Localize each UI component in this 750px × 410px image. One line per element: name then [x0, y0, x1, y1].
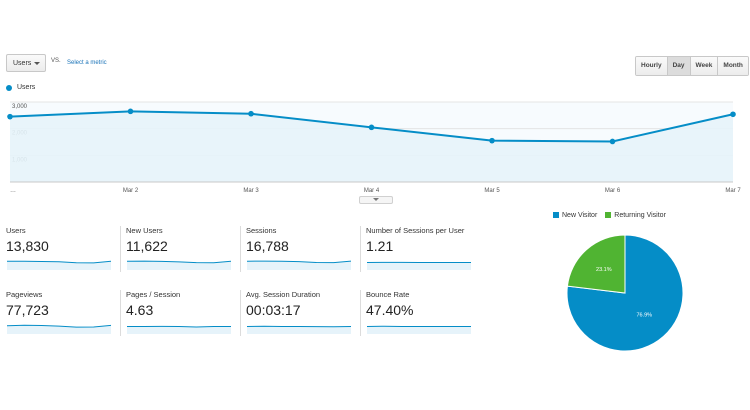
data-point[interactable] — [248, 110, 254, 117]
data-point[interactable] — [7, 113, 13, 120]
metric-tile[interactable]: Sessions 16,788 — [246, 226, 358, 272]
metric-value: 77,723 — [6, 302, 49, 318]
metric-tile[interactable]: New Users 11,622 — [126, 226, 238, 272]
metric-value: 13,830 — [6, 238, 49, 254]
x-tick-label: Mar 2 — [123, 188, 139, 194]
tile-divider — [240, 226, 241, 272]
x-tick-label: Mar 3 — [243, 188, 259, 194]
metric-tile[interactable]: Pageviews 77,723 — [6, 290, 118, 336]
time-range-toggle: Hourly Day Week Month — [635, 56, 749, 76]
tile-divider — [120, 290, 121, 336]
metric-tile[interactable]: Users 13,830 — [6, 226, 118, 272]
data-point[interactable] — [127, 108, 134, 115]
vs-label: VS. — [51, 58, 61, 64]
sparkline-line — [246, 325, 352, 328]
metric-tile[interactable]: Bounce Rate 47.40% — [366, 290, 478, 336]
x-tick-label: Mar 4 — [364, 188, 380, 194]
tile-divider — [120, 226, 121, 272]
metric-value: 16,788 — [246, 238, 289, 254]
users-area — [10, 111, 733, 182]
metric-label: Pages / Session — [126, 290, 181, 299]
metric-select-value: Users — [13, 60, 32, 67]
metric-tile[interactable]: Number of Sessions per User 1.21 — [366, 226, 478, 272]
sparkline-line — [7, 260, 112, 264]
metric-label: Bounce Rate — [366, 290, 410, 299]
metric-value: 4.63 — [126, 302, 154, 318]
legend-dot-icon — [6, 84, 12, 91]
tile-divider — [360, 290, 361, 336]
metric-value: 00:03:17 — [246, 302, 301, 318]
data-point[interactable] — [730, 111, 736, 118]
sparkline-area — [127, 326, 231, 334]
metric-value: 47.40% — [366, 302, 414, 318]
y-tick-label: 3,000 — [12, 104, 28, 110]
x-tick-label: Mar 5 — [484, 188, 500, 194]
pie-legend-item-new: New Visitor — [553, 212, 597, 219]
metric-sparkline — [7, 260, 112, 270]
metric-tile[interactable]: Avg. Session Duration 00:03:17 — [246, 290, 358, 336]
pie-legend: New Visitor Returning Visitor — [553, 212, 666, 219]
sparkline-area — [127, 261, 231, 270]
metric-label: New Users — [126, 226, 163, 235]
metric-label: Users — [6, 226, 26, 235]
tile-divider — [360, 226, 361, 272]
select-metric-link[interactable]: Select a metric — [67, 60, 107, 66]
pie-slice-label: 76.9% — [636, 313, 652, 319]
chevron-down-icon — [34, 62, 40, 65]
sparkline-line — [127, 325, 231, 328]
metric-label: Pageviews — [6, 290, 43, 299]
range-month-button[interactable]: Month — [717, 57, 748, 75]
new-visitor-swatch-icon — [553, 212, 559, 219]
pie-slice-label: 23.1% — [596, 267, 612, 273]
metric-sparkline — [126, 260, 232, 270]
data-point[interactable] — [609, 138, 616, 145]
range-hourly-button[interactable]: Hourly — [636, 57, 667, 75]
metric-sparkline — [6, 324, 112, 334]
metric-value: 11,622 — [126, 238, 168, 254]
metric-label: Number of Sessions per User — [366, 226, 465, 235]
sparkline-line — [246, 260, 352, 264]
metric-tile[interactable]: Pages / Session 4.63 — [126, 290, 238, 336]
returning-visitor-swatch-icon — [605, 212, 612, 219]
sparkline-area — [247, 261, 351, 270]
metric-label: Avg. Session Duration — [246, 290, 321, 299]
sparkline-line — [6, 324, 112, 328]
pie-slice[interactable] — [566, 234, 626, 294]
pie-legend-label-new: New Visitor — [562, 212, 598, 219]
sparkline-area — [367, 326, 471, 334]
pie-legend-item-returning: Returning Visitor — [605, 212, 666, 219]
metric-select[interactable]: Users — [6, 54, 46, 72]
sparkline-area — [367, 262, 471, 270]
sparkline-area — [7, 261, 111, 270]
x-tick-label: … — [10, 188, 16, 194]
metric-sparkline — [246, 325, 352, 334]
chart-collapse-handle[interactable] — [359, 196, 393, 204]
legend-label-users: Users — [17, 84, 36, 91]
metric-sparkline — [366, 325, 471, 334]
range-day-button[interactable]: Day — [666, 57, 690, 75]
pie-slice[interactable] — [566, 234, 684, 352]
tile-divider — [240, 290, 241, 336]
metric-sparkline — [366, 261, 471, 270]
data-point[interactable] — [368, 124, 375, 131]
metric-value: 1.21 — [366, 238, 394, 254]
chart-legend: Users — [6, 84, 35, 91]
metric-sparkline — [246, 260, 352, 270]
visitor-pie-chart: 76.9% 23.1% — [566, 234, 684, 352]
range-week-button[interactable]: Week — [689, 57, 718, 75]
metric-label: Sessions — [246, 226, 277, 235]
sparkline-area — [247, 326, 351, 334]
data-point[interactable] — [489, 137, 495, 144]
x-tick-label: Mar 7 — [725, 188, 741, 194]
metric-sparkline — [127, 325, 231, 334]
x-tick-label: Mar 6 — [605, 188, 621, 194]
sparkline-line — [126, 260, 232, 264]
pie-legend-label-returning: Returning Visitor — [614, 212, 666, 219]
